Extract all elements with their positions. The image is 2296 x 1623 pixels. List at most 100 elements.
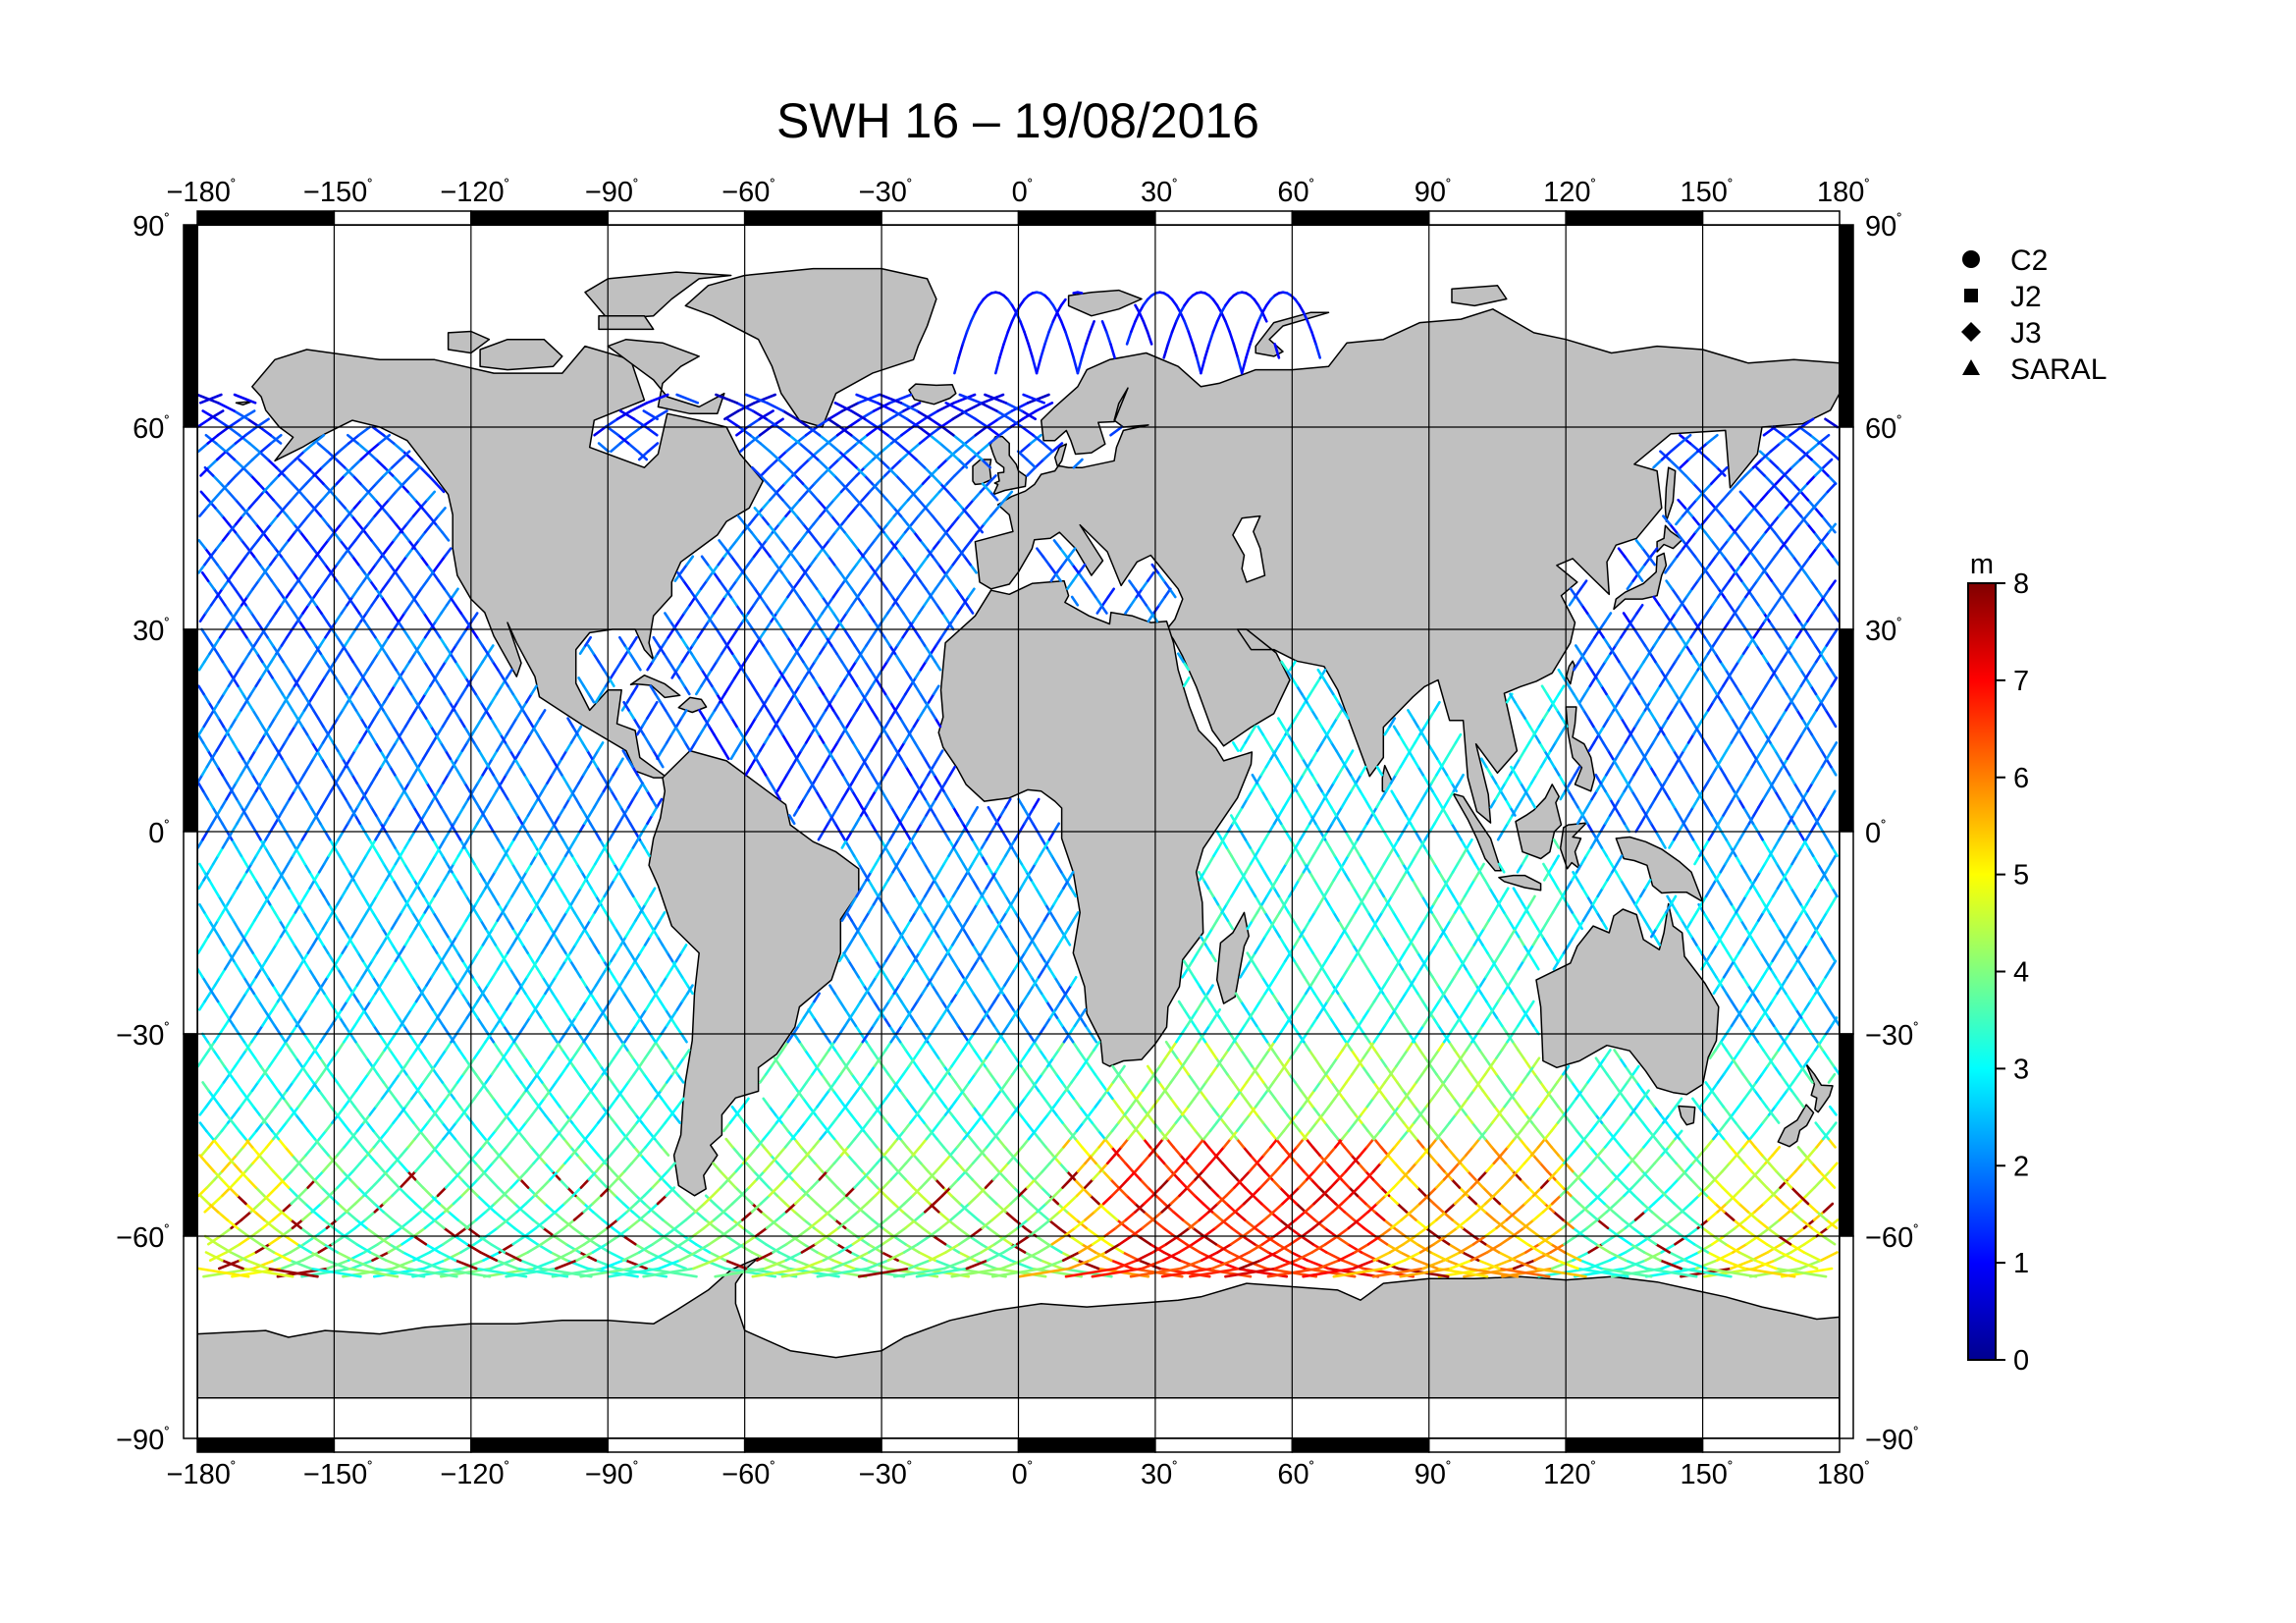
track-segment: [197, 879, 205, 891]
track-segment: [481, 652, 490, 664]
track-segment: [1716, 1202, 1729, 1214]
track-segment: [254, 1121, 265, 1133]
track-segment: [318, 676, 326, 688]
track-segment: [504, 959, 512, 971]
track-segment: [1706, 1211, 1719, 1221]
track-segment: [453, 1097, 462, 1109]
track-segment: [476, 660, 485, 672]
track-segment: [1792, 612, 1801, 623]
track-segment: [326, 951, 335, 963]
track-segment: [197, 1186, 209, 1198]
track-segment: [613, 1121, 623, 1133]
track-segment: [1668, 522, 1679, 534]
track-segment: [312, 975, 321, 987]
track-segment: [374, 814, 383, 826]
track-segment: [255, 1024, 264, 1036]
track-segment: [267, 1105, 277, 1116]
track-segment: [207, 700, 215, 712]
track-segment: [220, 797, 228, 809]
track-segment: [392, 879, 400, 891]
track-segment: [1734, 1049, 1742, 1059]
track-segment: [337, 919, 346, 931]
track-segment: [652, 1211, 665, 1221]
track-segment: [1829, 717, 1838, 729]
track-segment: [371, 911, 380, 922]
track-segment: [323, 830, 332, 841]
track-segment: [294, 902, 302, 914]
track-segment: [1738, 620, 1747, 631]
track-segment: [1806, 522, 1816, 534]
track-segment: [400, 1064, 408, 1076]
track-segment: [234, 1000, 242, 1011]
track-segment: [322, 854, 331, 866]
track-segment: [1765, 660, 1774, 672]
track-segment: [1755, 1121, 1765, 1133]
track-segment: [426, 830, 435, 841]
track-segment: [583, 1137, 594, 1149]
track-segment: [441, 854, 449, 866]
land-ellesmere: [584, 271, 732, 320]
land-severnaya: [1451, 285, 1508, 307]
track-segment: [265, 797, 274, 809]
land-africa: [937, 579, 1254, 1067]
track-segment: [1831, 555, 1840, 567]
track-segment: [226, 668, 235, 679]
track-segment: [639, 1154, 650, 1165]
track-segment: [1744, 1032, 1753, 1044]
track-segment: [1766, 959, 1774, 971]
track-segment: [723, 1259, 748, 1271]
track-segment: [258, 887, 267, 898]
land-new-zealand-n: [1805, 1063, 1834, 1113]
track-segment: [1791, 555, 1801, 567]
track-segment: [307, 967, 316, 979]
track-segment: [354, 862, 363, 874]
track-segment: [303, 887, 311, 898]
track-segment: [1748, 1081, 1758, 1092]
track-segment: [206, 579, 216, 591]
track-segment: [364, 846, 373, 858]
track-segment: [1597, 1186, 1609, 1198]
track-segment: [387, 627, 396, 639]
track-segment: [677, 1194, 689, 1206]
track-segment: [201, 935, 210, 947]
track-segment: [1730, 1259, 1753, 1271]
track-segment: [431, 563, 441, 574]
track-segment: [326, 911, 335, 922]
track-segment: [1755, 1016, 1763, 1028]
track-segment: [201, 741, 210, 752]
track-segment: [1771, 1146, 1781, 1157]
track-segment: [292, 676, 300, 688]
track-segment: [402, 862, 411, 874]
track-segment: [397, 887, 404, 898]
track-segment: [591, 1211, 605, 1221]
track-segment: [436, 1016, 445, 1028]
track-segment: [269, 944, 278, 954]
track-segment: [505, 1194, 516, 1206]
track-segment: [1826, 603, 1835, 615]
track-segment: [276, 684, 285, 696]
track-segment: [1667, 1137, 1677, 1149]
track-segment: [479, 919, 488, 931]
track-segment: [1824, 967, 1833, 979]
track-segment: [1753, 507, 1763, 517]
track-segment: [423, 684, 432, 696]
track-segment: [276, 749, 284, 761]
track-segment: [271, 1000, 280, 1011]
track-segment: [1550, 1226, 1564, 1238]
track-segment: [257, 902, 266, 914]
track-segment: [452, 944, 459, 954]
track-segment: [1762, 1194, 1774, 1206]
track-segment: [1804, 1186, 1816, 1198]
track-segment: [1684, 474, 1695, 486]
track-segment: [272, 879, 281, 891]
track-segment: [290, 1024, 298, 1036]
track-segment: [201, 789, 210, 801]
track-segment: [356, 951, 365, 963]
track-segment: [375, 887, 383, 898]
track-segment: [1714, 507, 1724, 517]
track-segment: [1743, 1211, 1756, 1221]
track-segment: [197, 782, 205, 793]
track-segment: [360, 967, 369, 979]
track-segment: [454, 635, 463, 647]
track-segment: [1820, 514, 1831, 526]
